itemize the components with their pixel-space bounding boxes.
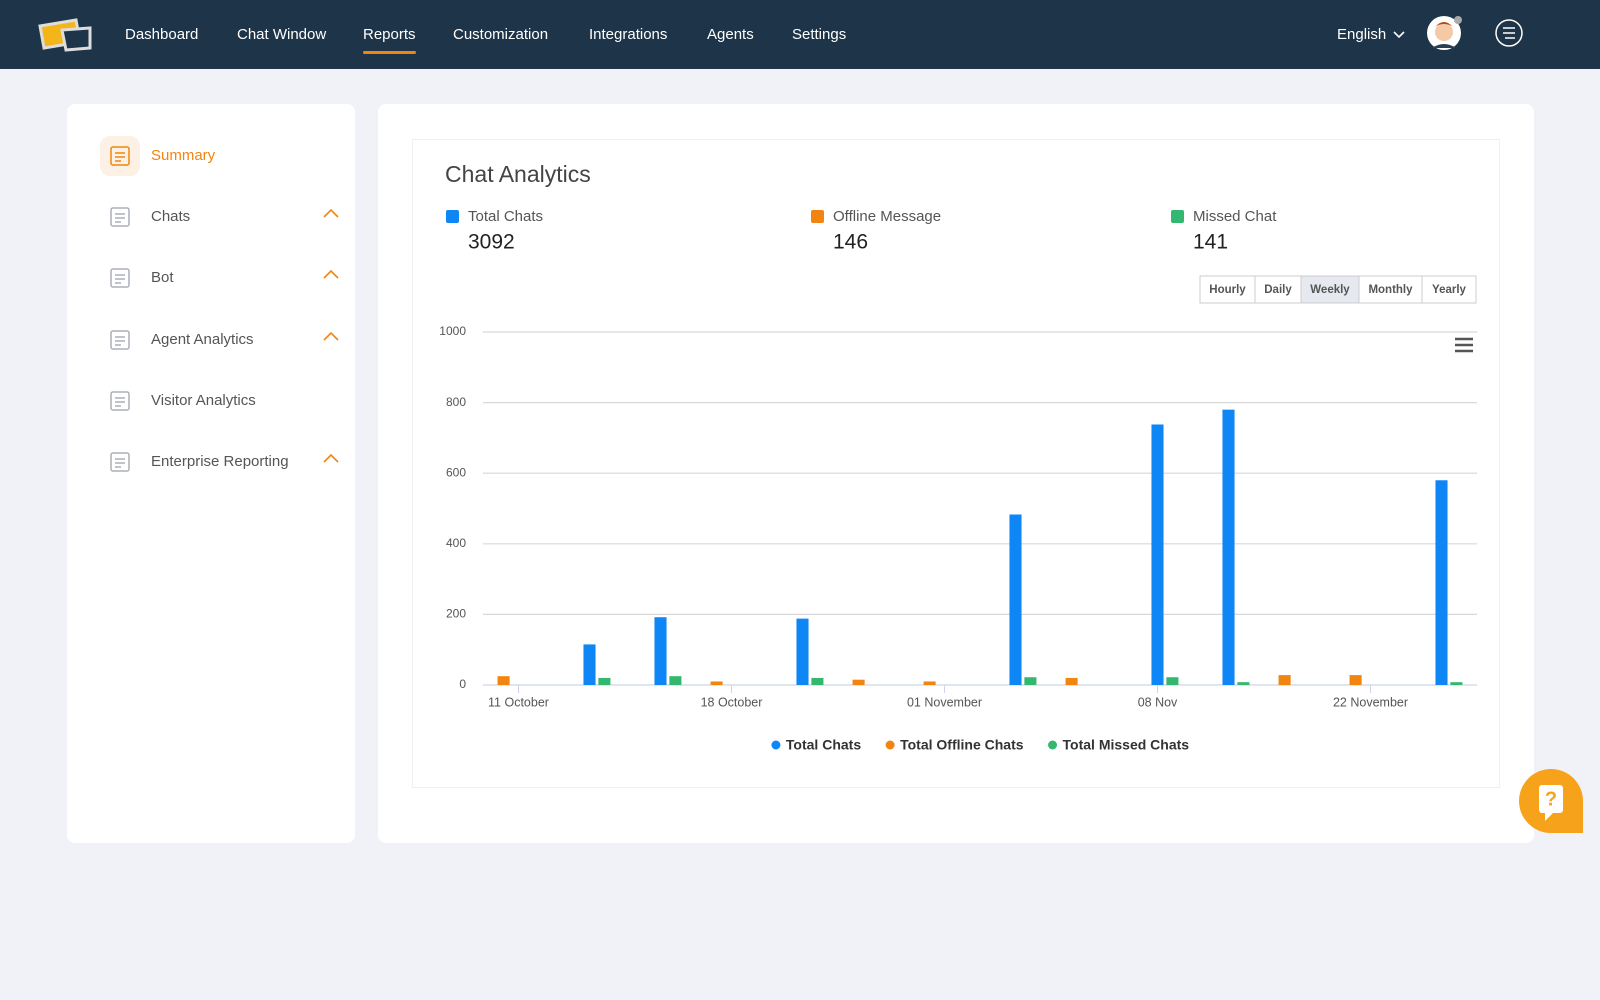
active-icon-bg: [100, 136, 140, 176]
bar: [1450, 682, 1463, 685]
x-tick-label: 01 November: [907, 695, 982, 709]
stat-value: 146: [833, 231, 868, 254]
bar: [1222, 409, 1235, 685]
sidebar: [67, 104, 355, 843]
chart-title: Chat Analytics: [445, 161, 591, 187]
chevron: [1393, 31, 1405, 39]
bar: [1237, 682, 1250, 685]
menu-icon: [110, 329, 130, 350]
filter-button[interactable]: [1358, 275, 1423, 304]
chart-panel: Chat Analytics Total Chats 3092 Offline Me…: [412, 139, 1500, 788]
menu-item[interactable]: Agent Analytics: [151, 330, 254, 348]
expand-caret[interactable]: [323, 331, 339, 341]
filter-label[interactable]: Monthly: [1368, 284, 1413, 296]
bar: [710, 681, 723, 685]
filter-button[interactable]: [1254, 275, 1302, 304]
stat-value: 3092: [468, 231, 515, 254]
stat-swatch: [811, 210, 824, 223]
menu-icon: [110, 268, 130, 289]
logo: [38, 18, 92, 52]
y-tick-label: 1000: [439, 324, 466, 338]
legend-label: Total Offline Chats: [900, 737, 1024, 753]
bar: [598, 677, 611, 685]
bar: [1435, 480, 1448, 685]
language-select[interactable]: English: [1337, 26, 1387, 43]
legend-dot: [1048, 740, 1058, 750]
y-tick-label: 400: [446, 536, 466, 550]
bar: [852, 679, 865, 685]
bar: [1349, 675, 1362, 685]
bar: [811, 677, 824, 685]
y-tick-label: 600: [446, 465, 466, 479]
bar: [923, 681, 936, 685]
bar: [1278, 675, 1291, 685]
bar: [497, 676, 510, 685]
filter-label[interactable]: Hourly: [1209, 284, 1246, 296]
active-underline: [363, 51, 416, 54]
stat-swatch: [446, 210, 459, 223]
nav-item[interactable]: Dashboard: [125, 26, 199, 43]
menu-icon: [110, 207, 130, 227]
x-tick-label: 18 October: [701, 695, 763, 709]
legend-label: Total Chats: [786, 737, 861, 753]
menu-item[interactable]: Enterprise Reporting: [151, 453, 289, 470]
menu-icon: [110, 391, 130, 411]
filter-button[interactable]: [1421, 275, 1477, 304]
nav-item[interactable]: Customization: [453, 26, 549, 43]
bar: [583, 644, 596, 685]
menu-item[interactable]: Bot: [151, 269, 174, 287]
stat-label: Missed Chat: [1193, 208, 1277, 225]
filter-label[interactable]: Yearly: [1432, 284, 1466, 296]
svg-text:?: ?: [1545, 788, 1557, 810]
bar: [1009, 514, 1022, 685]
bar: [1151, 424, 1164, 685]
x-tick-label: 11 October: [488, 695, 549, 709]
menu-button[interactable]: [1494, 18, 1524, 48]
filter-label[interactable]: Daily: [1264, 284, 1292, 296]
y-tick-label: 800: [446, 395, 466, 409]
stat-label: Offline Message: [833, 208, 941, 225]
x-tick-label: 08 Nov: [1138, 695, 1178, 709]
menu-item[interactable]: Chats: [151, 208, 191, 226]
expand-caret[interactable]: [323, 269, 339, 279]
legend: Total Chats Total Offline Chats Total Miss…: [771, 737, 1189, 753]
expand-caret[interactable]: [323, 453, 339, 463]
legend-label: Total Missed Chats: [1063, 737, 1190, 753]
menu-item[interactable]: Visitor Analytics: [151, 391, 256, 409]
menu-item[interactable]: Summary: [151, 147, 216, 164]
help-button[interactable]: ?: [1517, 767, 1585, 835]
menu-icon: [110, 146, 130, 166]
y-tick-label: 0: [459, 677, 466, 691]
y-tick-label: 200: [446, 607, 466, 621]
bar: [1065, 677, 1078, 685]
bar: [654, 617, 667, 685]
nav-item[interactable]: Settings: [792, 26, 847, 43]
stat-label: Total Chats: [468, 208, 543, 225]
avatar[interactable]: [1426, 14, 1466, 52]
nav-item[interactable]: Integrations: [589, 26, 668, 43]
bar: [669, 676, 682, 685]
legend-dot: [771, 740, 781, 750]
x-tick-label: 22 November: [1333, 695, 1408, 709]
stat-swatch: [1171, 210, 1184, 223]
expand-caret[interactable]: [323, 208, 339, 218]
menu-icon: [110, 452, 130, 472]
stat-value: 141: [1193, 231, 1228, 254]
filter-button[interactable]: [1300, 275, 1360, 304]
legend-dot: [885, 740, 895, 750]
bar: [1024, 677, 1037, 685]
top-nav: Dashboard Chat Window Reports Customization…: [0, 0, 1600, 69]
bar: [1166, 677, 1179, 685]
filter-label[interactable]: Weekly: [1310, 284, 1350, 296]
nav-item[interactable]: Reports: [363, 26, 416, 43]
nav-item[interactable]: Agents: [707, 26, 754, 43]
filter-button[interactable]: [1199, 275, 1256, 304]
chart-menu[interactable]: [1455, 337, 1473, 353]
nav-item[interactable]: Chat Window: [237, 26, 327, 43]
bar: [796, 618, 809, 685]
